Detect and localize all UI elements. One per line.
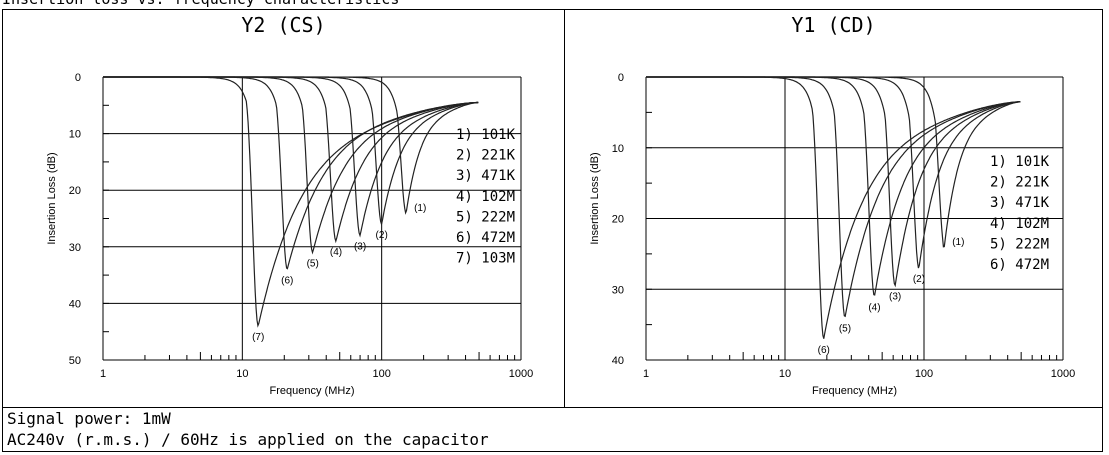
- note-applied-voltage: AC240v (r.m.s.) / 60Hz is applied on the…: [7, 430, 489, 449]
- series-label: (5): [839, 324, 851, 335]
- y-tick-label: 40: [612, 355, 624, 367]
- plot-area: 0 10 20 30 40 50 1 10 100 1000 Frequency (MHz) Inse…: [46, 72, 533, 397]
- y-tick-label: 40: [69, 298, 81, 310]
- chart-y2-svg: 0 10 20 30 40 50 1 10 100 1000 Frequency (MHz) Inse…: [46, 72, 533, 397]
- chart-panel-y2: Y2 (CS) 0 10 20 30 40 50 1 10 100 1000 Frequency (…: [3, 10, 565, 407]
- legend-item: 2) 221K: [456, 148, 516, 164]
- series-label: (3): [889, 292, 901, 303]
- test-conditions: Signal power: 1mW AC240v (r.m.s.) / 60Hz…: [3, 407, 1102, 452]
- y-axis-label: Insertion Loss (dB): [46, 152, 58, 244]
- series-curve-6: [103, 76, 479, 270]
- y-tick-label: 10: [612, 143, 624, 155]
- x-tick-label: 10: [779, 368, 791, 380]
- chart-y1-svg: 0 10 20 30 40 1 10 100 1000 Frequency (MHz) Insert…: [589, 72, 1075, 397]
- legend-item: 1) 101K: [456, 127, 516, 143]
- y-tick-label: 30: [69, 242, 81, 254]
- x-tick-label: 10: [236, 368, 248, 380]
- legend-item: 6) 472M: [990, 257, 1049, 273]
- note-signal-power: Signal power: 1mW: [7, 409, 171, 428]
- legend-item: 1) 101K: [990, 154, 1050, 170]
- legend-item: 7) 103M: [456, 251, 515, 267]
- series-label: (4): [330, 247, 342, 258]
- series-label: (1): [952, 237, 964, 248]
- y-tick-label: 10: [69, 129, 81, 141]
- x-tick-label: 100: [372, 368, 390, 380]
- series-curve-4: [103, 76, 479, 244]
- y-tick-label: 20: [69, 185, 81, 197]
- y-tick-label: 50: [69, 355, 81, 367]
- legend-item: 3) 471K: [456, 168, 516, 184]
- series-curve-1: [103, 76, 479, 215]
- x-tick-label: 1: [100, 368, 106, 380]
- chart-panel-y1: Y1 (CD) 0 10 20 30 40 1 10 100 1000 Frequency (MH…: [565, 10, 1102, 407]
- x-tick-label: 100: [915, 368, 933, 380]
- legend-item: 5) 222M: [456, 209, 515, 225]
- series-curve-6: [646, 76, 1021, 339]
- x-tick-label: 1000: [1051, 368, 1075, 380]
- y-tick-label: 0: [75, 72, 81, 84]
- series-label: (2): [376, 230, 388, 241]
- legend-item: 3) 471K: [990, 195, 1050, 211]
- chart-title-y2: Y2 (CS): [241, 13, 326, 37]
- x-axis-label: Frequency (MHz): [270, 385, 355, 397]
- series-curve-1: [646, 76, 1021, 248]
- y-tick-label: 20: [612, 214, 624, 226]
- legend-item: 4) 102M: [456, 189, 515, 205]
- series-label: (3): [354, 241, 366, 252]
- legend-item: 4) 102M: [990, 216, 1049, 232]
- x-tick-label: 1000: [509, 368, 533, 380]
- legend-item: 5) 222M: [990, 236, 1049, 252]
- y-tick-label: 0: [618, 72, 624, 84]
- x-tick-label: 1: [643, 368, 649, 380]
- chart-title-y1: Y1 (CD): [791, 13, 876, 37]
- series-label: (7): [252, 332, 264, 343]
- y-axis-label: Insertion Loss (dB): [589, 152, 601, 244]
- top-caption: Insertion loss vs. frequency characteris…: [2, 0, 399, 8]
- y-tick-label: 30: [612, 284, 624, 296]
- series-label: (4): [868, 302, 880, 313]
- legend-item: 2) 221K: [990, 175, 1050, 191]
- series-label: (1): [414, 203, 426, 214]
- figure-frame: Y2 (CS) 0 10 20 30 40 50 1 10 100 1000 Frequency (…: [2, 9, 1103, 452]
- series-label: (5): [307, 258, 319, 269]
- legend-item: 6) 472M: [456, 230, 515, 246]
- series-curve-7: [103, 76, 479, 328]
- series-label: (2): [913, 274, 925, 285]
- x-axis-label: Frequency (MHz): [812, 385, 897, 397]
- series-curve-5: [103, 76, 479, 255]
- series-label: (6): [281, 275, 293, 286]
- plot-area: 0 10 20 30 40 1 10 100 1000 Frequency (MHz) Insert…: [589, 72, 1075, 397]
- series-label: (6): [818, 345, 830, 356]
